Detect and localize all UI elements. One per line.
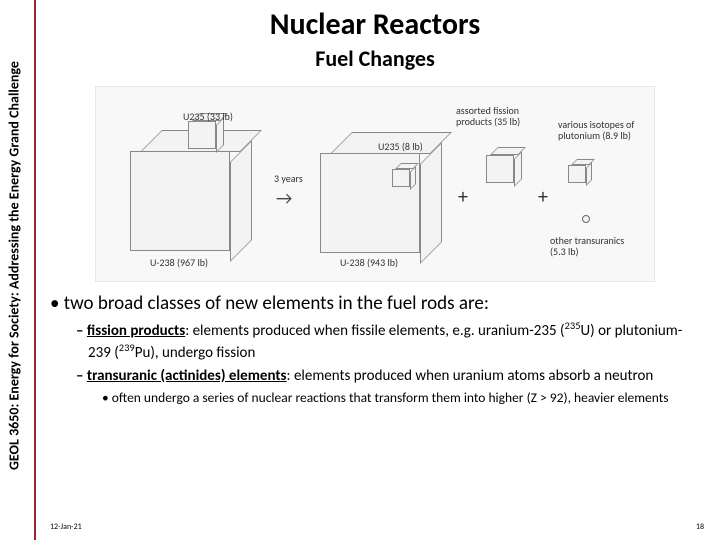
label-years: 3 years [274,173,303,184]
label-u235-before: U235 (33 lb) [183,111,233,122]
sub1-iso2: 239 [119,341,135,354]
sub1-rest: : elements produced when fissile element… [185,322,564,340]
course-sidebar-label: GEOL 3650: Energy for Society: Addressin… [2,6,26,526]
plus-icon-2: + [538,185,548,209]
sub-bullet-fission: – fission products: elements produced wh… [76,319,688,363]
main-bullet-text: two broad classes of new elements in the… [64,292,489,315]
main-bullet: • two broad classes of new elements in t… [50,292,688,315]
label-u235-after: U235 (8 lb) [378,141,423,152]
slide-subtitle: Fuel Changes [36,45,714,72]
subsub-text: often undergo a series of nuclear reacti… [112,389,669,406]
sub-sub-bullet: • often undergo a series of nuclear reac… [102,389,688,407]
footer-page-number: 18 [696,522,704,532]
sub-bullet-transuranic: – transuranic (actinides) elements: elem… [76,367,688,386]
label-u238-before: U-238 (967 lb) [150,257,208,268]
sub1-iso1: 235 [565,319,581,332]
label-transuranics: other transuranics (5.3 lb) [550,235,640,257]
sub1-lead: fission products [87,322,185,340]
fuel-change-diagram: U235 (33 lb) U-238 (967 lb) → 3 years U2… [95,86,655,282]
body-text: • two broad classes of new elements in t… [36,292,714,407]
slide-title: Nuclear Reactors [36,6,714,43]
sub2-rest: : elements produced when uranium atoms a… [287,367,654,385]
sub2-lead: transuranic (actinides) elements [87,367,287,385]
sub1-end: Pu), undergo fission [135,344,256,362]
plus-icon: + [458,185,468,209]
label-plutonium: various isotopes of plutonium (8.9 lb) [558,119,650,141]
footer-date: 12-Jan-21 [50,522,82,532]
arrow-icon: → [276,187,292,209]
label-fission-products: assorted fission products (35 lb) [456,105,546,127]
label-u238-after: U-238 (943 lb) [340,257,398,268]
slide-content: Nuclear Reactors Fuel Changes U235 (33 l… [34,0,714,540]
sub-bullet-list: – fission products: elements produced wh… [76,319,688,385]
dot-transuranics [582,215,590,223]
